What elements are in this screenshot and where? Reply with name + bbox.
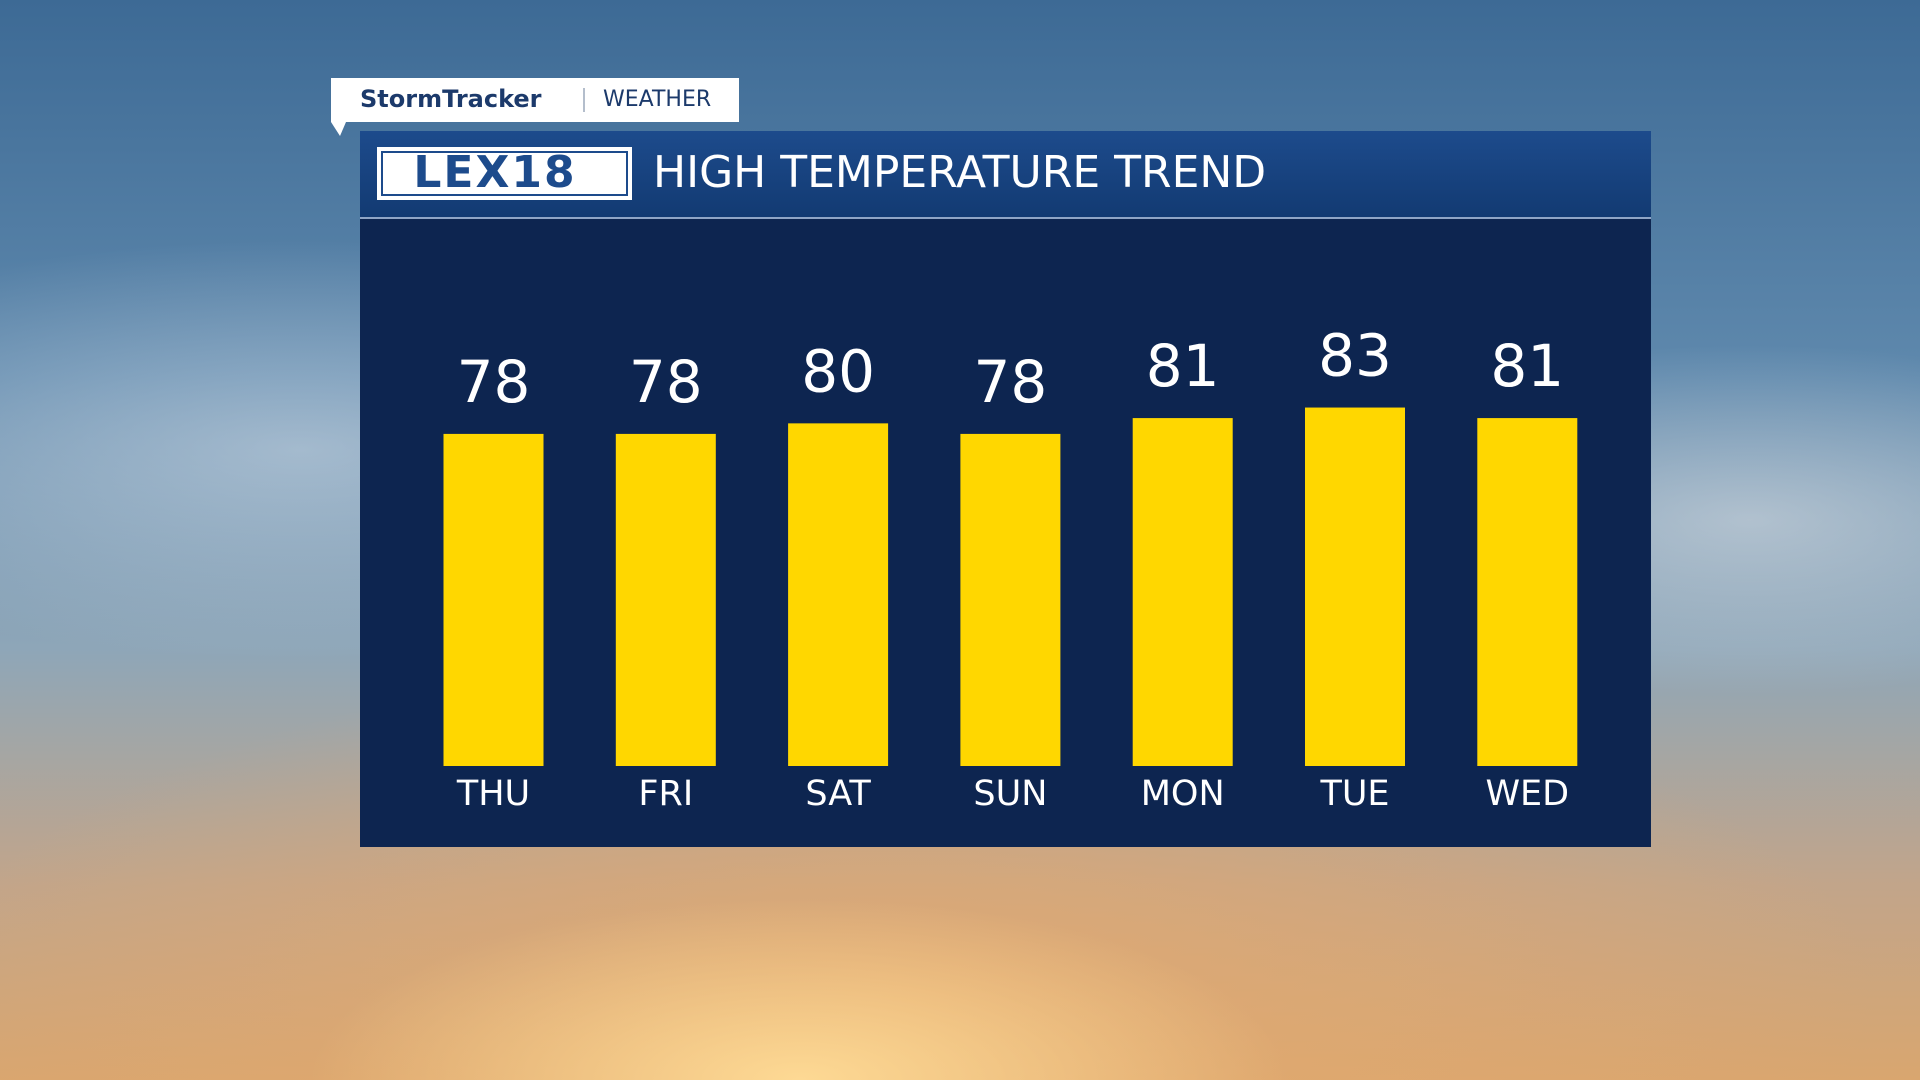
logo: LEX18: [413, 147, 576, 198]
value-label: 78: [629, 348, 703, 416]
bar: [615, 433, 716, 766]
x-tick-label: SUN: [973, 774, 1047, 814]
logo-box: [377, 147, 632, 200]
tag-tail: [331, 122, 346, 136]
x-tick-label: MON: [1141, 774, 1225, 814]
value-label: 81: [1490, 332, 1564, 400]
chart-title: HIGH TEMPERATURE TREND: [653, 147, 1266, 198]
brand: StormTracker: [360, 85, 542, 113]
bar: [788, 423, 889, 766]
bar: [960, 433, 1061, 766]
bar: [1132, 418, 1233, 766]
bar: [1305, 407, 1405, 766]
brand-tag: [331, 78, 739, 122]
x-tick-label: THU: [456, 774, 530, 814]
value-label: 78: [457, 348, 531, 416]
x-tick-label: SAT: [805, 774, 871, 814]
x-tick-label: WED: [1485, 774, 1569, 814]
bar: [1477, 418, 1578, 766]
logo-frame: [381, 151, 628, 196]
section: WEATHER: [603, 87, 711, 112]
x-tick-label: TUE: [1319, 774, 1389, 814]
value-label: 78: [973, 348, 1047, 416]
value-label: 81: [1146, 332, 1220, 400]
bar: [443, 433, 544, 766]
value-label: 80: [801, 337, 875, 405]
x-tick-label: FRI: [638, 774, 693, 814]
value-label: 83: [1318, 322, 1392, 390]
